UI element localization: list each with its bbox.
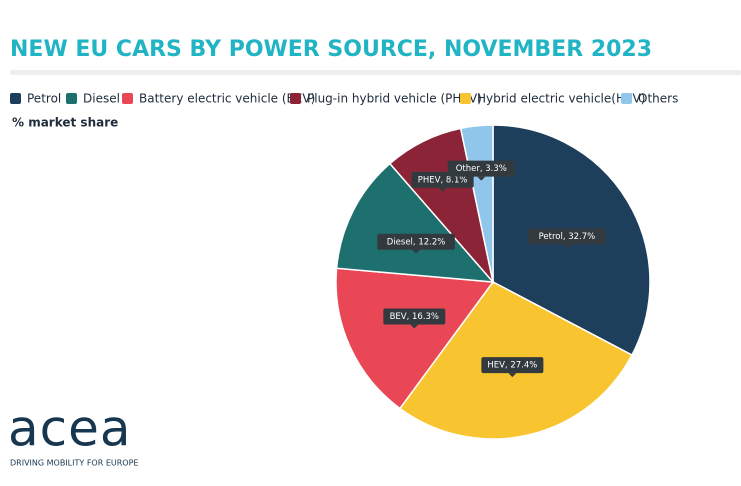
data-label: BEV, 16.3% [390,312,439,322]
pie-slice [335,267,495,410]
legend-swatch [460,93,471,104]
pie-slice [335,162,495,283]
logo-tagline: DRIVING MOBILITY FOR EUROPE [10,459,138,468]
legend-swatch [122,93,133,104]
legend-swatch [621,93,632,104]
data-label: Petrol, 32.7% [539,232,596,242]
data-label-pointer [477,176,486,181]
data-label-box [377,233,455,250]
legend-swatch [10,93,21,104]
data-label: HEV, 27.4% [487,361,537,371]
data-label: PHEV, 8.1% [418,175,468,185]
chart-subtitle: % market share [12,116,118,130]
data-label-pointer [412,249,421,254]
logo: acea [8,400,132,458]
data-label: Other, 3.3% [456,164,507,174]
chart-title: NEW EU CARS BY POWER SOURCE, NOVEMBER 20… [10,37,652,62]
legend-swatch [66,93,77,104]
data-label-box [383,308,446,325]
data-label-pointer [438,187,447,192]
title-rule [10,70,741,75]
data-label-box [447,160,515,177]
data-label-pointer [562,244,571,249]
data-label-pointer [508,373,517,378]
data-label-box [528,228,606,245]
data-label: Diesel, 12.2% [387,237,446,247]
legend-swatch [290,93,301,104]
legend-label: Hybrid electric vehicle(HEV) [477,92,645,106]
legend-label: Diesel [83,92,120,106]
legend-label: Others [638,92,678,106]
legend-label: Petrol [27,92,61,106]
legend-label: Plug-in hybrid vehicle (PHEV) [307,92,482,106]
data-label-pointer [410,324,419,329]
data-label-box [481,357,544,374]
legend-label: Battery electric vehicle (BEV) [139,92,315,106]
